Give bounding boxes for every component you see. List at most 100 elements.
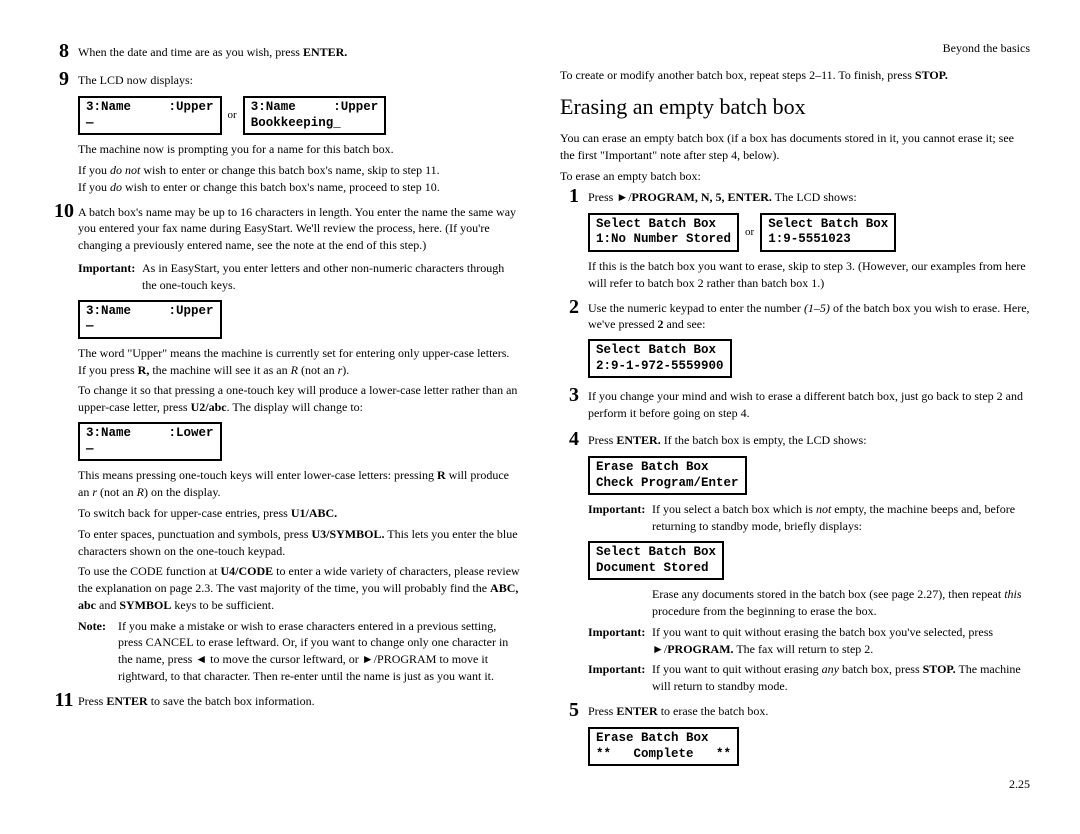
para: To use the CODE function at U4/CODE to e… xyxy=(78,563,520,613)
t: ENTER. xyxy=(303,45,347,59)
para: The word "Upper" means the machine is cu… xyxy=(78,345,520,379)
t: To create or modify another batch box, r… xyxy=(560,68,915,82)
step-2: 2 Use the numeric keypad to enter the nu… xyxy=(560,296,1030,334)
t: now displays: xyxy=(124,73,193,87)
step-number: 4 xyxy=(560,428,588,450)
step-11: 11 Press ENTER to save the batch box inf… xyxy=(50,689,520,711)
t: wish to enter or change this batch box's… xyxy=(140,163,439,177)
t: U4/CODE xyxy=(220,564,273,578)
step-number: 2 xyxy=(560,296,588,318)
body: If you select a batch box which is not e… xyxy=(652,501,1030,535)
lcd-display: Select Batch Box 1:9-5551023 xyxy=(760,213,896,252)
lcd-display: 3:Name :Upper — xyxy=(78,96,222,135)
para: You can erase an empty batch box (if a b… xyxy=(560,130,1030,164)
para: To switch back for upper-case entries, p… xyxy=(78,505,520,522)
para: To create or modify another batch box, r… xyxy=(560,67,1030,84)
step-text: If you change your mind and wish to eras… xyxy=(588,384,1030,422)
t: Press xyxy=(78,694,106,708)
step-number: 10 xyxy=(50,200,78,222)
t: and xyxy=(96,598,119,612)
step-text: Press ►/PROGRAM, N, 5, ENTER. The LCD sh… xyxy=(588,185,1030,206)
section-heading: Erasing an empty batch box xyxy=(560,92,1030,123)
step-number: 1 xyxy=(560,185,588,207)
step-number: 5 xyxy=(560,699,588,721)
t: Press xyxy=(588,433,616,447)
t: Erase any documents stored in the batch … xyxy=(652,587,1004,601)
t: PROGRAM. xyxy=(667,642,733,656)
label: Important: xyxy=(588,501,652,535)
t: keys to be sufficient. xyxy=(171,598,274,612)
para: If this is the batch box you want to era… xyxy=(588,258,1030,292)
para: Erase any documents stored in the batch … xyxy=(652,586,1030,620)
label: Important: xyxy=(588,661,652,695)
step-3: 3 If you change your mind and wish to er… xyxy=(560,384,1030,422)
step-1: 1 Press ►/PROGRAM, N, 5, ENTER. The LCD … xyxy=(560,185,1030,207)
para: To change it so that pressing a one-touc… xyxy=(78,382,520,416)
important-note: Important: If you want to quit without e… xyxy=(588,624,1030,658)
body: If you want to quit without erasing any … xyxy=(652,661,1030,695)
t: To use the xyxy=(78,564,130,578)
para: The machine now is prompting you for a n… xyxy=(78,141,520,158)
t: The xyxy=(772,190,796,204)
note: Note: If you make a mistake or wish to e… xyxy=(78,618,520,685)
t: the machine will see it as an xyxy=(149,363,290,377)
t: Press ►/ xyxy=(588,190,632,204)
important-note: Important: As in EasyStart, you enter le… xyxy=(78,260,520,294)
t: This means pressing one-touch keys will … xyxy=(78,468,437,482)
t: shows: xyxy=(820,190,856,204)
left-column: 8 When the date and time are as you wish… xyxy=(50,40,520,793)
body: If you make a mistake or wish to erase c… xyxy=(118,618,520,685)
or-label: or xyxy=(228,108,237,123)
t: ) on the display. xyxy=(144,485,221,499)
t: SYMBOL xyxy=(119,598,171,612)
t: ENTER. xyxy=(616,433,660,447)
t: If you select a batch box which is xyxy=(652,502,816,516)
t: do xyxy=(110,180,122,194)
t: and see: xyxy=(663,317,705,331)
step-text: Press ENTER to save the batch box inform… xyxy=(78,689,520,710)
t: R xyxy=(137,485,144,499)
t: function at xyxy=(163,564,221,578)
t: If you xyxy=(78,163,110,177)
lcd-display: Erase Batch Box Check Program/Enter xyxy=(588,456,747,495)
t: STOP. xyxy=(915,68,948,82)
para: To enter spaces, punctuation and symbols… xyxy=(78,526,520,560)
step-text: Use the numeric keypad to enter the numb… xyxy=(588,296,1030,334)
page: 8 When the date and time are as you wish… xyxy=(0,0,1080,813)
t: ). xyxy=(342,363,349,377)
t: LCD xyxy=(806,433,830,447)
t: ENTER xyxy=(106,694,147,708)
t: LCD xyxy=(100,73,124,87)
t: The xyxy=(78,73,100,87)
lcd-display: 3:Name :Upper — xyxy=(78,300,222,339)
t: If the batch box is empty, the xyxy=(661,433,807,447)
label: Important: xyxy=(78,260,142,294)
step-8: 8 When the date and time are as you wish… xyxy=(50,40,520,62)
t: to save the batch box information. xyxy=(148,694,315,708)
t: R xyxy=(291,363,298,377)
step-text: Press ENTER. If the batch box is empty, … xyxy=(588,428,1030,449)
t: (1–5) xyxy=(804,301,830,315)
t: Use the numeric keypad to enter the numb… xyxy=(588,301,804,315)
important-note: Important: If you select a batch box whi… xyxy=(588,501,1030,535)
t: this xyxy=(1004,587,1021,601)
label: Note: xyxy=(78,618,118,685)
t: wish to enter or change this batch box's… xyxy=(122,180,440,194)
step-9: 9 The LCD now displays: xyxy=(50,68,520,90)
step-5: 5 Press ENTER to erase the batch box. xyxy=(560,699,1030,721)
lcd-display: 3:Name :Lower — xyxy=(78,422,222,461)
t: PROGRAM, N, 5, ENTER. xyxy=(632,190,772,204)
step-4: 4 Press ENTER. If the batch box is empty… xyxy=(560,428,1030,450)
t: shows: xyxy=(830,433,866,447)
t: If you want to quit without erasing xyxy=(652,662,822,676)
t: To enter spaces, punctuation and symbols… xyxy=(78,527,311,541)
step-10: 10 A batch box's name may be up to 16 ch… xyxy=(50,200,520,254)
t: (not an xyxy=(298,363,338,377)
t: (not an xyxy=(97,485,137,499)
t: batch box, press xyxy=(839,662,923,676)
step-number: 11 xyxy=(50,689,78,711)
t: The fax will return to step 2. xyxy=(734,642,874,656)
t: . The display will change to: xyxy=(227,400,363,414)
t: ENTER xyxy=(616,704,657,718)
step-number: 9 xyxy=(50,68,78,90)
